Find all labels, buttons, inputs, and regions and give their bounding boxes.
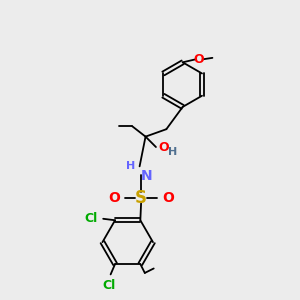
Text: O: O: [158, 140, 169, 154]
Text: Cl: Cl: [103, 279, 116, 292]
Text: N: N: [141, 169, 153, 183]
Text: H: H: [168, 147, 177, 158]
Text: S: S: [135, 189, 147, 207]
Text: O: O: [162, 190, 174, 205]
Text: H: H: [126, 161, 135, 171]
Text: Cl: Cl: [84, 212, 97, 225]
Text: O: O: [108, 190, 120, 205]
Text: O: O: [194, 53, 204, 66]
